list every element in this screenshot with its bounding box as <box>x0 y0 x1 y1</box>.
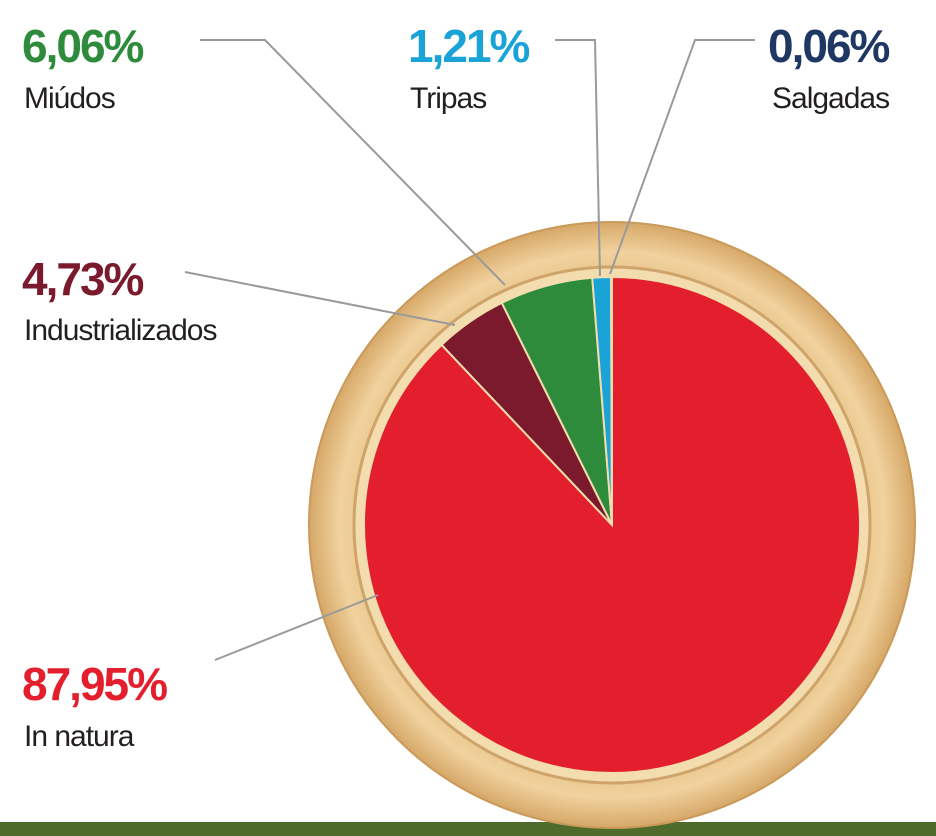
value-label: 0,06% <box>768 20 890 72</box>
category-label: Salgadas <box>772 82 889 115</box>
category-label: Industrializados <box>24 314 216 347</box>
category-label: Miúdos <box>24 82 115 115</box>
category-label: Tripas <box>410 82 486 115</box>
value-label: 4,73% <box>22 253 144 305</box>
leader-line <box>609 39 755 275</box>
pie <box>363 275 861 774</box>
ground-strip <box>0 822 936 836</box>
leader-line <box>200 39 506 286</box>
value-label: 1,21% <box>408 20 530 72</box>
leader-line <box>555 39 601 277</box>
value-label: 6,06% <box>22 20 144 72</box>
value-label: 87,95% <box>22 658 167 710</box>
pie-slice <box>610 275 613 526</box>
leader-line <box>184 271 456 326</box>
leader-line <box>214 594 379 661</box>
category-label: In natura <box>24 720 135 753</box>
